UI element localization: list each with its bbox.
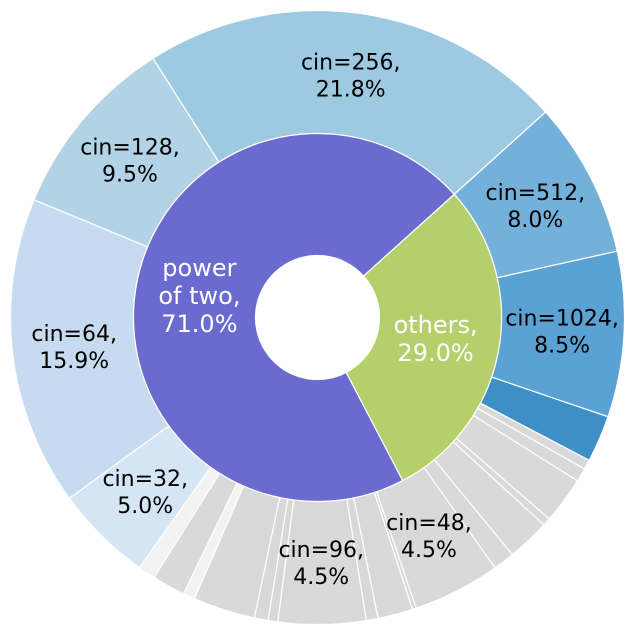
inner-label-others-line-1: others, [394, 311, 478, 339]
outer-label-cin-64-line-2: 15.9% [39, 349, 109, 374]
outer-label-cin-256: cin=256, 21.8% [301, 50, 401, 102]
outer-label-cin-512: cin=512, 8.0% [486, 181, 586, 233]
outer-label-cin-64: cin=64, 15.9% [31, 322, 117, 374]
outer-ring [9, 9, 626, 626]
inner-label-power-line-3: 71.0% [161, 310, 237, 338]
outer-label-cin-1024-line-1: cin=1024, [505, 307, 619, 332]
inner-label-power: power of two, 71.0% [158, 254, 240, 338]
inner-label-others-line-2: 29.0% [397, 339, 473, 367]
outer-label-cin-256-line-1: cin=256, [301, 50, 401, 75]
outer-label-cin-128-line-2: 9.5% [102, 162, 158, 187]
outer-label-cin-96-line-2: 4.5% [293, 565, 349, 590]
inner-slice-others [345, 193, 503, 482]
inner-label-power-line-2: of two, [158, 282, 240, 310]
donut-hole [255, 255, 380, 380]
outer-label-cin-512-line-2: 8.0% [507, 208, 563, 233]
outer-label-cin-1024: cin=1024, 8.5% [505, 307, 619, 359]
outer-label-cin-96-line-1: cin=96, [278, 538, 364, 563]
outer-label-cin-32-line-2: 5.0% [117, 494, 173, 519]
inner-ring [132, 132, 503, 503]
outer-label-cin-512-line-1: cin=512, [486, 181, 586, 206]
outer-label-cin-32: cin=32, 5.0% [102, 467, 188, 519]
outer-label-cin-128: cin=128, 9.5% [80, 135, 180, 187]
inner-label-power-line-1: power [162, 254, 236, 282]
outer-label-cin-48: cin=48, 4.5% [386, 511, 472, 563]
outer-label-cin-48-line-2: 4.5% [401, 538, 457, 563]
outer-label-cin-256-line-2: 21.8% [316, 77, 386, 102]
outer-label-cin-128-line-1: cin=128, [80, 135, 180, 160]
inner-label-others: others, 29.0% [394, 311, 478, 367]
outer-label-cin-64-line-1: cin=64, [31, 322, 117, 347]
slice-labels: power of two, 71.0% others, 29.0% cin=256, 21.… [31, 50, 618, 590]
outer-label-cin-96: cin=96, 4.5% [278, 538, 364, 590]
outer-label-cin-32-line-1: cin=32, [102, 467, 188, 492]
outer-label-cin-48-line-1: cin=48, [386, 511, 472, 536]
outer-label-cin-1024-line-2: 8.5% [534, 334, 590, 359]
